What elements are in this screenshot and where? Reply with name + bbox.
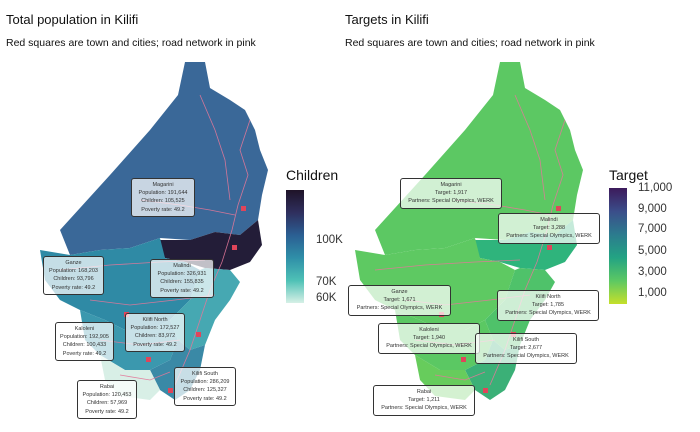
right-legend-label-1000: 1,000 — [638, 287, 667, 299]
right-map-title: Targets in Kilifi — [345, 12, 429, 27]
right-legend-title: Target — [609, 167, 648, 183]
callout-rabai: Rabai Population: 120,453 Children: 57,969… — [77, 380, 137, 419]
callout-kilifi-north: Kilifi North Population: 172,527 Children:… — [125, 313, 185, 352]
callout-kaloleni: Kaloleni Target: 1,940 Partners: Special O… — [378, 323, 480, 354]
region-magarini — [60, 62, 268, 255]
region-kilifi-north — [170, 268, 240, 350]
left-legend-label-70k: 70K — [316, 276, 337, 288]
right-map-panel: Targets in Kilifi Red squares are town a… — [345, 0, 700, 432]
left-legend-title: Children — [286, 167, 339, 183]
right-legend-label-3000: 3,000 — [638, 266, 667, 278]
right-legend-label-11000: 11,000 — [638, 182, 673, 194]
callout-ganze: Ganze Population: 168,203 Children: 93,796… — [43, 256, 104, 295]
right-legend-label-5000: 5,000 — [638, 245, 667, 257]
right-legend-colorbar — [609, 188, 627, 304]
callout-malindi: Malindi Target: 3,288 Partners: Special Ol… — [498, 213, 600, 244]
callout-kilifi-south: Kilifi South Population: 286,209 Children:… — [174, 367, 236, 406]
left-legend-label-100k: 100K — [316, 234, 343, 246]
callout-magarini: Magarini Population: 191,644 Children: 105… — [131, 178, 195, 217]
right-legend-label-7000: 7,000 — [638, 223, 667, 235]
callout-malindi: Malindi Population: 326,931 Children: 155,… — [150, 259, 214, 298]
region-malindi — [155, 220, 262, 270]
left-legend-label-60k: 60K — [316, 292, 337, 304]
right-map-subtitle: Red squares are town and cities; road ne… — [345, 37, 595, 49]
callout-ganze: Ganze Target: 1,671 Partners: Special Olym… — [348, 285, 451, 316]
left-map-subtitle: Red squares are town and cities; road ne… — [6, 37, 256, 49]
left-map-panel: Total population in Kilifi Red squares a… — [6, 12, 343, 419]
left-map-title: Total population in Kilifi — [6, 12, 139, 27]
callout-rabai: Rabai Target: 1,211 Partners: Special Olym… — [373, 385, 475, 416]
right-legend-label-9000: 9,000 — [638, 203, 667, 215]
callout-kaloleni: Kaloleni Population: 192,905 Children: 100… — [55, 322, 114, 361]
callout-kilifi-south: Kilifi South Target: 2,677 Partners: Speci… — [475, 333, 577, 364]
callout-magarini: Magarini Target: 1,917 Partners: Special O… — [400, 178, 502, 209]
region-malindi — [470, 220, 577, 270]
callout-kilifi-north: Kilifi North Target: 1,785 Partners: Speci… — [497, 290, 599, 321]
left-legend-colorbar — [286, 190, 304, 303]
